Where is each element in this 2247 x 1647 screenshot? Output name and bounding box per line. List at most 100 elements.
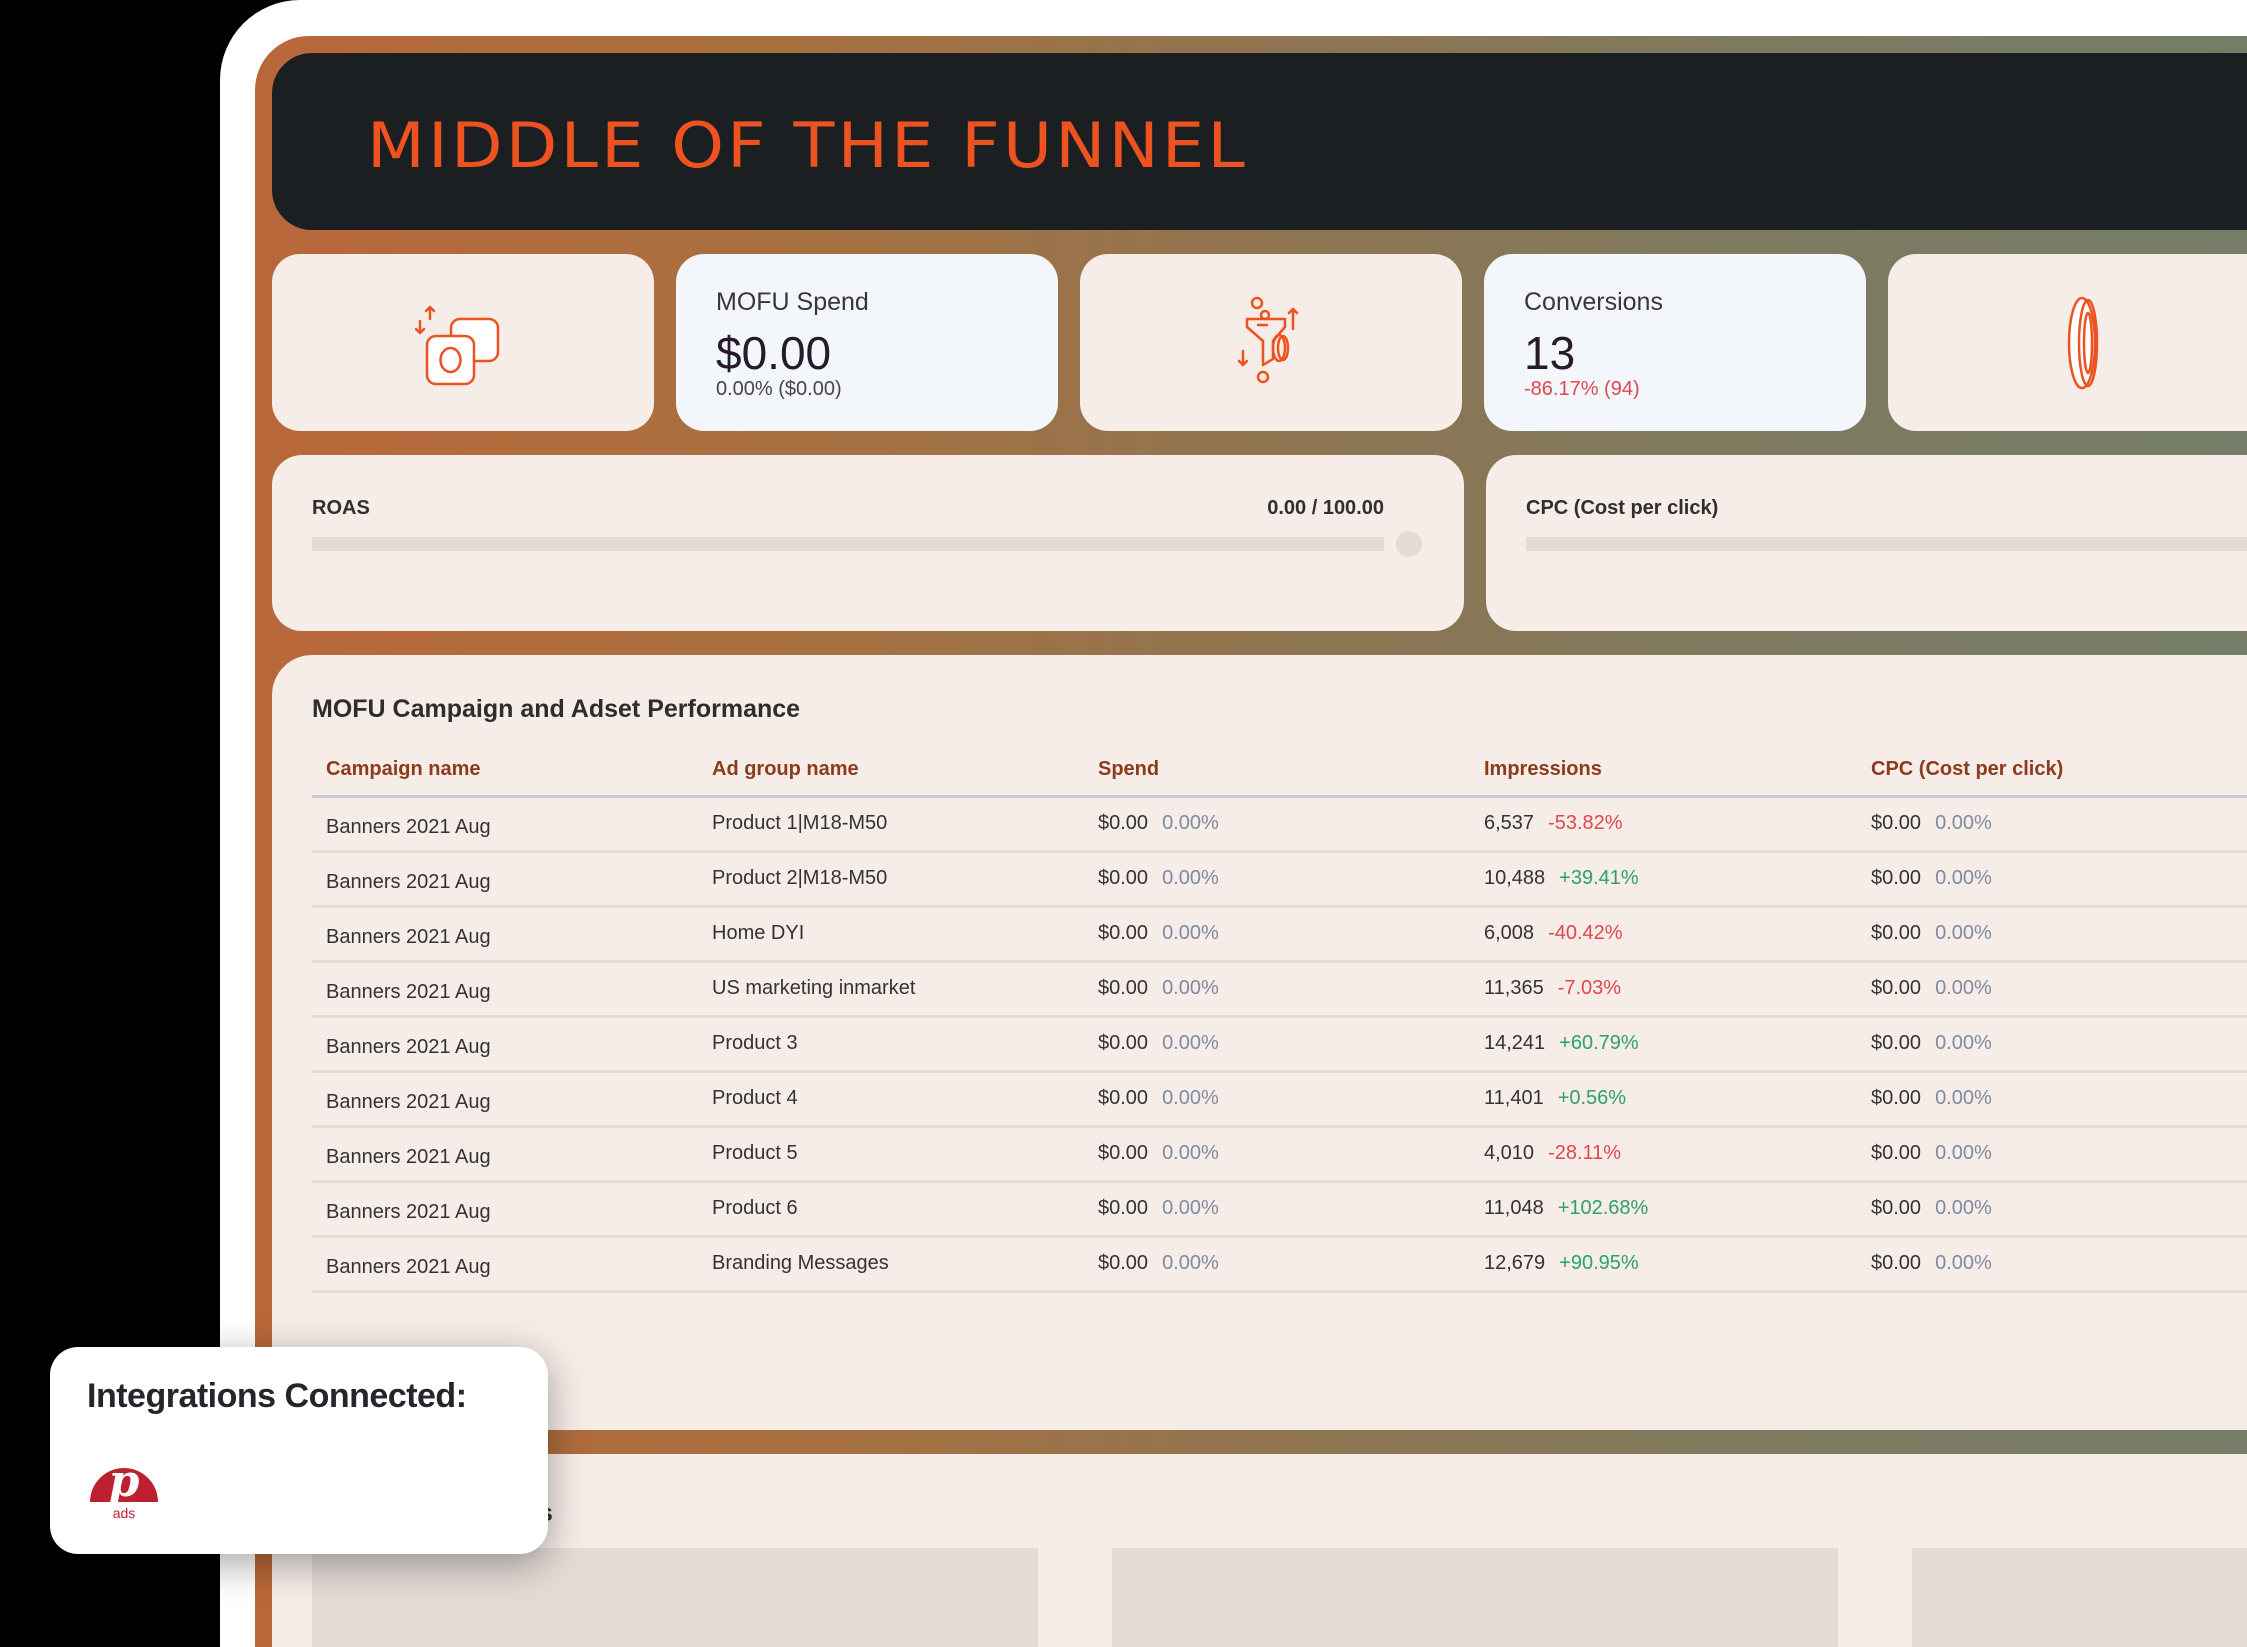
cell-ad-group: Product 1|M18-M50	[712, 812, 888, 834]
kpi-label: Conversions	[1524, 288, 1663, 316]
cell-spend: $0.00 0.00%	[1098, 922, 1219, 945]
cpc-change: 0.00%	[1935, 1087, 1992, 1109]
pinterest-ads-section: MOFU Pinterest Ads	[272, 1454, 2247, 1647]
table-title: MOFU Campaign and Adset Performance	[312, 695, 801, 723]
cell-cpc: $0.00 0.00%	[1871, 1087, 1992, 1110]
cell-impressions: 11,401 +0.56%	[1484, 1087, 1626, 1110]
cell-spend: $0.00 0.00%	[1098, 1032, 1219, 1055]
spend-change: 0.00%	[1162, 1252, 1219, 1274]
icon-card-coin	[1888, 254, 2247, 431]
cell-spend: $0.00 0.00%	[1098, 1252, 1219, 1275]
cell-spend: $0.00 0.00%	[1098, 977, 1219, 1000]
impressions-change: +102.68%	[1557, 1197, 1649, 1219]
cell-ad-group: Product 3	[712, 1032, 798, 1054]
cell-cpc: $0.00 0.00%	[1871, 867, 1992, 890]
campaign-performance-card: MOFU Campaign and Adset Performance Camp…	[272, 655, 2247, 1430]
kpi-label: MOFU Spend	[716, 288, 869, 316]
spend-value: $0.00	[1098, 1197, 1149, 1219]
column-header-spend[interactable]: Spend	[1098, 758, 1160, 780]
table-row[interactable]: Banners 2021 Aug US marketing inmarket $0.…	[312, 963, 2247, 1018]
kpi-change: -86.17% (94)	[1524, 378, 1640, 400]
cpc-value: $0.00	[1871, 867, 1922, 889]
table-row[interactable]: Banners 2021 Aug Home DYI $0.00 0.00% 6,008-…	[312, 908, 2247, 963]
cpc-change: 0.00%	[1935, 922, 1992, 944]
ad-preview-placeholder[interactable]	[312, 1548, 1038, 1647]
integrations-title: Integrations Connected:	[87, 1377, 467, 1415]
ad-preview-placeholder[interactable]	[1912, 1548, 2247, 1647]
table-row[interactable]: Banners 2021 Aug Product 2|M18-M50 $0.00 0.…	[312, 853, 2247, 908]
integrations-popup: Integrations Connected: p ads	[50, 1347, 548, 1554]
spend-change: 0.00%	[1162, 1087, 1219, 1109]
progress-track	[1526, 537, 2247, 551]
gauge-card-cpc: CPC (Cost per click)	[1486, 455, 2247, 631]
page-title: MIDDLE OF THE FUNNEL	[367, 109, 1249, 182]
cell-spend: $0.00 0.00%	[1098, 867, 1219, 890]
cell-impressions: 11,048 +102.68%	[1484, 1197, 1648, 1220]
kpi-value: 13	[1524, 327, 1576, 379]
gauge-label: CPC (Cost per click)	[1526, 497, 1719, 519]
table-row[interactable]: Banners 2021 Aug Product 3 $0.00 0.00% 14,24…	[312, 1018, 2247, 1073]
spend-value: $0.00	[1098, 867, 1149, 889]
column-header-campaign[interactable]: Campaign name	[326, 758, 481, 780]
cell-campaign: Banners 2021 Aug	[326, 816, 491, 838]
cell-spend: $0.00 0.00%	[1098, 1087, 1219, 1110]
cell-impressions: 14,241 +60.79%	[1484, 1032, 1639, 1055]
table-row[interactable]: Banners 2021 Aug Product 1|M18-M50 $0.00 0.…	[312, 798, 2247, 853]
column-header-cpc[interactable]: CPC (Cost per click)	[1871, 758, 2064, 780]
spend-change: 0.00%	[1162, 977, 1219, 999]
cell-cpc: $0.00 0.00%	[1871, 1032, 1992, 1055]
cpc-change: 0.00%	[1935, 812, 1992, 834]
impressions-value: 6,537	[1484, 812, 1535, 834]
cell-cpc: $0.00 0.00%	[1871, 977, 1992, 1000]
table-row[interactable]: Banners 2021 Aug Branding Messages $0.00 0.…	[312, 1238, 2247, 1293]
cell-campaign: Banners 2021 Aug	[326, 1256, 491, 1278]
gauge-card-roas: ROAS 0.00 / 100.00	[272, 455, 1464, 631]
campaign-table: Campaign name Ad group name Spend Impres…	[312, 750, 2247, 1293]
table-row[interactable]: Banners 2021 Aug Product 4 $0.00 0.00% 11,40…	[312, 1073, 2247, 1128]
column-header-ad-group[interactable]: Ad group name	[712, 758, 859, 780]
table-row[interactable]: Banners 2021 Aug Product 5 $0.00 0.00% 4,010…	[312, 1128, 2247, 1183]
cell-campaign: Banners 2021 Aug	[326, 1201, 491, 1223]
cpc-value: $0.00	[1871, 1252, 1922, 1274]
cell-impressions: 12,679 +90.95%	[1484, 1252, 1639, 1275]
spend-change: 0.00%	[1162, 867, 1219, 889]
impressions-value: 6,008	[1484, 922, 1535, 944]
cell-ad-group: Product 6	[712, 1197, 798, 1219]
impressions-value: 10,488	[1484, 867, 1546, 889]
cell-ad-group: Branding Messages	[712, 1252, 889, 1274]
kpi-value: $0.00	[716, 327, 832, 379]
gauge-value: 0.00 / 100.00	[1267, 497, 1384, 519]
column-header-impressions[interactable]: Impressions	[1484, 758, 1602, 780]
spend-change: 0.00%	[1162, 1197, 1219, 1219]
cell-impressions: 11,365 -7.03%	[1484, 977, 1621, 1000]
cell-impressions: 6,537 -53.82%	[1484, 812, 1623, 835]
spend-value: $0.00	[1098, 977, 1149, 999]
svg-text:ads: ads	[113, 1505, 136, 1521]
cell-campaign: Banners 2021 Aug	[326, 1091, 491, 1113]
progress-knob	[1396, 531, 1422, 557]
cpc-value: $0.00	[1871, 1087, 1922, 1109]
gauge-label: ROAS	[312, 497, 370, 519]
cell-campaign: Banners 2021 Aug	[326, 926, 491, 948]
kpi-card-conversions[interactable]: Conversions 13 -86.17% (94)	[1484, 254, 1866, 431]
cpc-change: 0.00%	[1935, 1142, 1992, 1164]
ad-preview-placeholder[interactable]	[1112, 1548, 1838, 1647]
impressions-change: +90.95%	[1559, 1252, 1639, 1274]
cpc-change: 0.00%	[1935, 1032, 1992, 1054]
table-body: Banners 2021 Aug Product 1|M18-M50 $0.00 0.…	[312, 798, 2247, 1293]
impressions-change: -7.03%	[1557, 977, 1622, 999]
pinterest-ads-icon[interactable]: p ads	[88, 1450, 160, 1522]
impressions-value: 11,365	[1484, 977, 1544, 999]
impressions-change: +39.41%	[1559, 867, 1639, 889]
cell-campaign: Banners 2021 Aug	[326, 871, 491, 893]
progress-track	[312, 537, 1384, 551]
table-row[interactable]: Banners 2021 Aug Product 6 $0.00 0.00% 11,04…	[312, 1183, 2247, 1238]
cpc-change: 0.00%	[1935, 1252, 1992, 1274]
kpi-card-mofu-spend[interactable]: MOFU Spend $0.00 0.00% ($0.00)	[676, 254, 1058, 431]
impressions-value: 14,241	[1484, 1032, 1546, 1054]
cell-impressions: 6,008 -40.42%	[1484, 922, 1623, 945]
cell-impressions: 4,010 -28.11%	[1484, 1142, 1621, 1165]
cell-ad-group: Product 2|M18-M50	[712, 867, 888, 889]
cpc-change: 0.00%	[1935, 1197, 1992, 1219]
cpc-value: $0.00	[1871, 1197, 1922, 1219]
